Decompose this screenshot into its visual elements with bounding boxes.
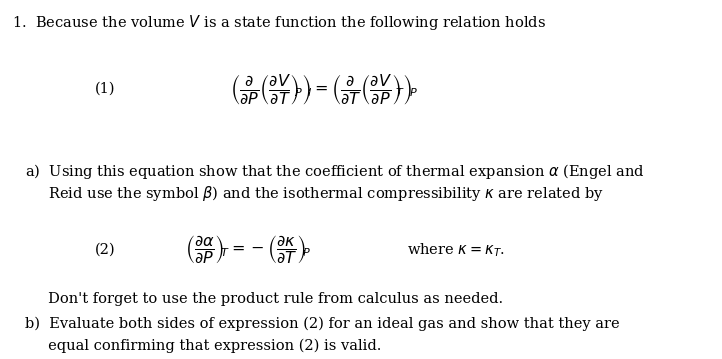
Text: 1.  Because the volume $V$ is a state function the following relation holds: 1. Because the volume $V$ is a state fun… <box>12 13 547 32</box>
Text: equal confirming that expression (2) is valid.: equal confirming that expression (2) is … <box>25 339 381 353</box>
Text: where $\kappa = \kappa_T$.: where $\kappa = \kappa_T$. <box>407 241 505 259</box>
Text: Reid use the symbol $\beta$) and the isothermal compressibility $\kappa$ are rel: Reid use the symbol $\beta$) and the iso… <box>25 185 604 204</box>
Text: b)  Evaluate both sides of expression (2) for an ideal gas and show that they ar: b) Evaluate both sides of expression (2)… <box>25 317 619 331</box>
Text: $\left( \dfrac{\partial\alpha}{\partial P} \right)_{\!\!T} = -\left( \dfrac{\par: $\left( \dfrac{\partial\alpha}{\partial … <box>185 234 311 266</box>
Text: $\left( \dfrac{\partial}{\partial P}\left(\dfrac{\partial V}{\partial T}\right)_: $\left( \dfrac{\partial}{\partial P}\lef… <box>230 72 418 106</box>
Text: (1): (1) <box>95 82 116 96</box>
Text: a)  Using this equation show that the coefficient of thermal expansion $\alpha$ : a) Using this equation show that the coe… <box>25 162 645 181</box>
Text: (2): (2) <box>95 243 116 257</box>
Text: Don't forget to use the product rule from calculus as needed.: Don't forget to use the product rule fro… <box>25 292 503 306</box>
